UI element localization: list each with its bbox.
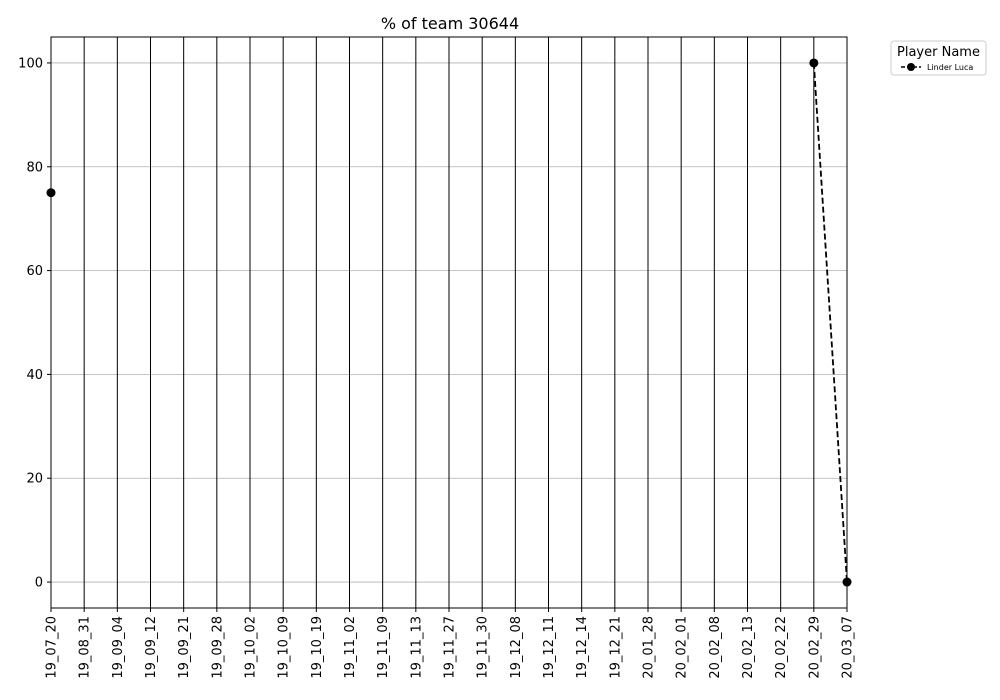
x-tick-label: 19_10_09 [277,616,292,679]
x-tick-label: 19_11_27 [443,616,458,679]
y-axis: 0 20 40 60 80 100 [18,56,51,591]
x-tick-label: 19_11_13 [409,616,424,679]
x-tick-label: 19_09_04 [111,616,126,679]
x-tick-label: 20_02_08 [708,616,723,679]
y-tick-label: 80 [26,160,43,175]
y-tick-label: 0 [35,576,43,591]
x-tick-label: 19_09_21 [177,616,192,679]
y-tick-label: 40 [26,368,43,383]
y-tick-label: 100 [18,56,43,71]
x-tick-label: 19_11_30 [476,616,491,679]
chart-title: % of team 30644 [381,14,519,33]
x-tick-label: 19_09_12 [144,616,159,679]
x-tick-label: 19_12_08 [509,616,524,679]
x-category-lines [50,37,848,608]
legend-title: Player Name [897,45,980,60]
data-point-marker [809,58,819,68]
x-tick-label: 19_11_02 [343,616,358,679]
x-tick-label: 20_03_07 [841,616,856,679]
series-layer [46,58,852,587]
x-tick-label: 19_07_20 [45,616,60,679]
y-tick-label: 20 [26,472,43,487]
x-tick-label: 19_08_31 [78,616,93,679]
x-tick-label: 20_01_28 [642,616,657,679]
x-tick-label: 20_02_01 [675,616,690,679]
x-tick-label: 19_12_11 [542,616,557,679]
legend: Player Name Linder Luca [890,40,987,76]
x-tick-label: 19_12_21 [608,616,623,679]
legend-entry-label: Linder Luca [927,63,973,72]
x-tick-label: 19_09_28 [210,616,225,679]
series-line-segment [812,62,848,583]
x-tick-label: 19_11_09 [376,616,391,679]
x-tick-label: 19_12_14 [575,616,590,679]
x-tick-label: 20_02_29 [807,616,822,679]
x-tick-label: 19_10_19 [310,616,325,679]
legend-marker-sample [907,63,915,71]
x-axis: 19_07_20 19_08_31 19_09_04 19_09_12 19_09_21… [45,608,856,679]
y-tick-label: 60 [26,264,43,279]
x-tick-label: 20_02_22 [774,616,789,679]
x-tick-label: 19_10_02 [244,616,259,679]
x-tick-label: 20_02_13 [741,616,756,679]
